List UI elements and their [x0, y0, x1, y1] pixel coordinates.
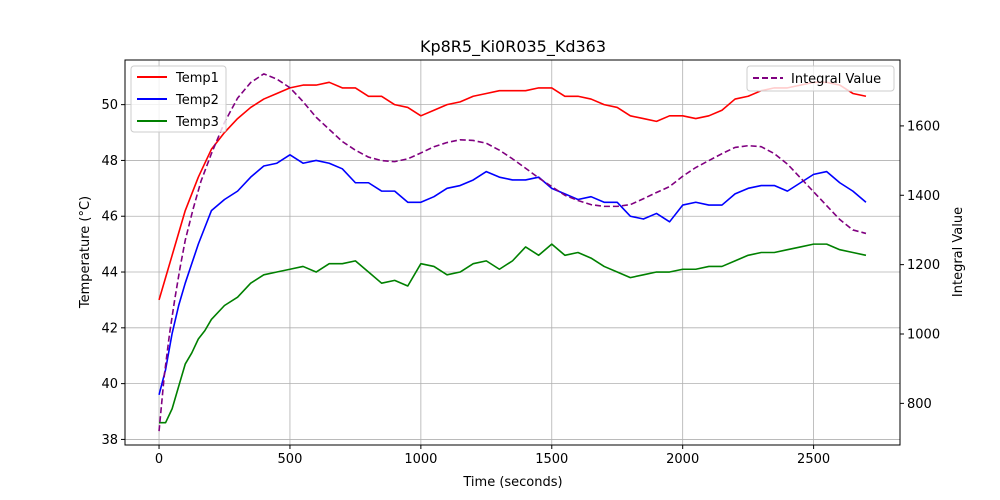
chart-title: Kp8R5_Ki0R035_Kd363 [420, 37, 606, 57]
y-axis-label: Temperature (°C) [78, 196, 93, 309]
series-line-integral-value [158, 73, 867, 432]
y-tick-label: 44 [101, 266, 118, 281]
series-layer [158, 73, 867, 432]
legend-integral-label: Integral Value [791, 72, 881, 87]
x-tick-label: 2500 [797, 452, 830, 467]
x-axis-label: Time (seconds) [462, 475, 562, 490]
y-tick-label: 48 [101, 154, 118, 169]
x-tick-label: 0 [155, 452, 163, 467]
x-tick-label: 1000 [404, 452, 437, 467]
legend-temp3-label: Temp3 [175, 115, 219, 130]
y2-axis-label: Integral Value [951, 207, 966, 297]
y2-tick-label: 800 [907, 397, 932, 412]
series-line-temp3 [159, 243, 867, 424]
y-tick-label: 46 [101, 210, 118, 225]
plot-area-frame [124, 59, 901, 446]
y-axis-right: 800 1000 1200 1400 1600 [900, 119, 940, 412]
y2-tick-label: 1000 [907, 328, 940, 343]
legend-right-box [746, 65, 895, 92]
y2-tick-label: 1200 [907, 258, 940, 273]
legend-left-box [130, 65, 227, 133]
y2-tick-label: 1400 [907, 189, 940, 204]
y-tick-label: 40 [101, 377, 118, 392]
y2-tick-label: 1600 [907, 119, 940, 134]
x-tick-label: 2000 [666, 452, 699, 467]
y-tick-label: 50 [101, 98, 118, 113]
x-axis: 0 500 1000 1500 2000 2500 [155, 445, 830, 467]
x-tick-label: 1500 [535, 452, 568, 467]
series-line-temp1 [158, 81, 867, 301]
legend-temp1-label: Temp1 [175, 71, 219, 86]
y-tick-label: 42 [101, 321, 118, 336]
y-axis-left: 38 40 42 44 46 48 50 [101, 98, 125, 448]
x-tick-label: 500 [278, 452, 303, 467]
legend-temp2-label: Temp2 [175, 93, 219, 108]
y-tick-label: 38 [101, 433, 118, 448]
grid-lines [125, 60, 900, 445]
legend-left: Temp1 Temp2 Temp3 [130, 65, 227, 133]
legend-right: Integral Value [746, 65, 895, 92]
series-line-temp2 [158, 154, 867, 395]
